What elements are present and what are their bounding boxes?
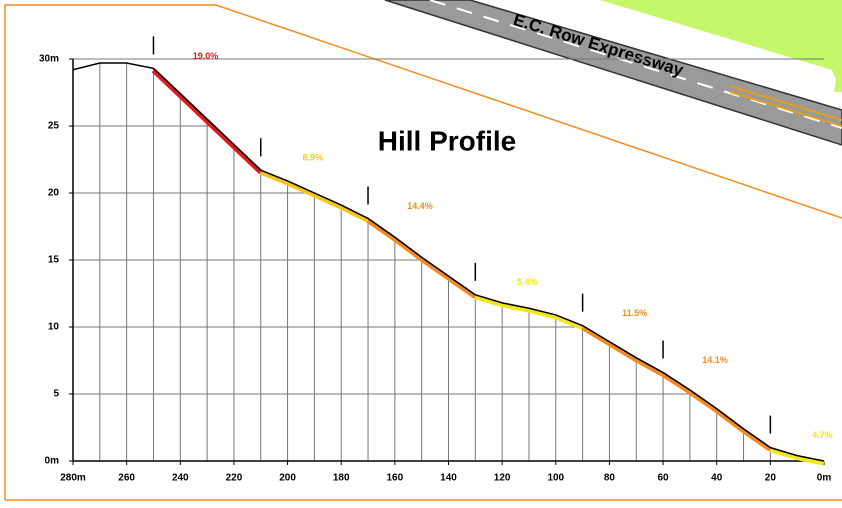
- grade-label: 5.4%: [517, 277, 538, 287]
- chart-title: Hill Profile: [378, 125, 516, 156]
- grade-label: 14.4%: [407, 201, 433, 211]
- x-tick-label: 180: [333, 473, 350, 484]
- x-tick-label: 80: [604, 473, 616, 484]
- grade-label: 11.5%: [622, 308, 647, 318]
- x-tick-label: 240: [172, 473, 189, 484]
- x-tick-label: 60: [658, 473, 670, 484]
- y-tick-label: 15: [48, 255, 60, 266]
- y-tick-label: 0m: [45, 456, 60, 467]
- x-tick-label: 120: [494, 473, 511, 484]
- x-tick-label: 140: [440, 473, 457, 484]
- x-tick-label: 160: [387, 473, 404, 484]
- y-tick-label: 30m: [39, 54, 59, 65]
- y-tick-label: 25: [48, 121, 60, 132]
- grade-label: 19.0%: [193, 51, 219, 61]
- grade-label: 8.9%: [302, 153, 323, 163]
- y-tick-label: 5: [53, 389, 59, 400]
- x-tick-label: 20: [765, 473, 777, 484]
- x-tick-label: 100: [547, 473, 564, 484]
- x-tick-label: 220: [226, 473, 243, 484]
- grade-segment: [583, 328, 663, 375]
- y-tick-label: 10: [48, 322, 60, 333]
- grade-label: 4.7%: [812, 430, 833, 440]
- x-tick-label: 280m: [60, 473, 86, 484]
- x-tick-label: 200: [279, 473, 296, 484]
- grade-label: 14.1%: [702, 355, 728, 365]
- x-tick-label: 40: [711, 473, 723, 484]
- y-tick-label: 20: [48, 188, 60, 199]
- x-tick-label: 0m: [817, 473, 832, 484]
- x-tick-label: 260: [118, 473, 135, 484]
- chart: E.C. Row Expressway Hill Profile 0m51015…: [0, 0, 842, 508]
